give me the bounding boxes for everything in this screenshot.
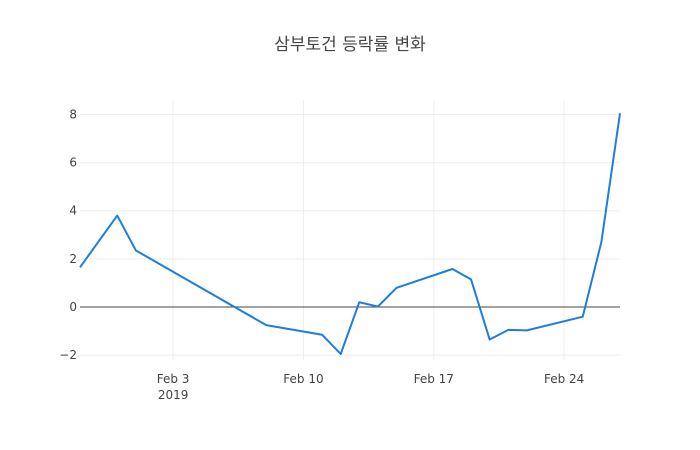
- chart-title: 삼부토건 등락률 변화: [274, 35, 426, 55]
- y-tick-label: 2: [69, 252, 77, 266]
- series-line: [79, 113, 621, 355]
- grid: [80, 100, 620, 360]
- x-tick-label: Feb 10: [283, 372, 323, 386]
- y-tick-label: 8: [69, 107, 77, 121]
- x-tick-label: Feb 24: [544, 372, 584, 386]
- y-tick-label: −2: [59, 348, 77, 362]
- x-tick-label: Feb 3: [157, 372, 190, 386]
- y-tick-label: 6: [69, 156, 77, 170]
- y-tick-label: 4: [69, 204, 77, 218]
- y-tick-label: 0: [69, 300, 77, 314]
- x-tick-label: Feb 17: [414, 372, 454, 386]
- x-tick-sublabel: 2019: [158, 388, 189, 402]
- axes: −2 0 2 4 6 8 Feb 3 2019 Feb 10 Feb 17 Feb 24: [59, 107, 620, 402]
- series-layer: [79, 113, 621, 355]
